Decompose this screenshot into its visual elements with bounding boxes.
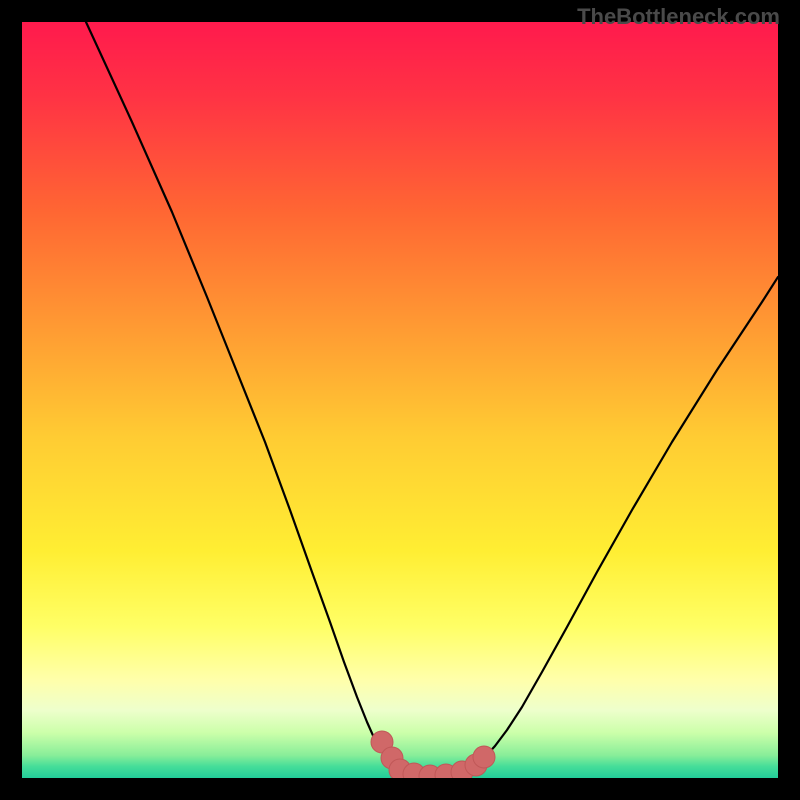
plot-area xyxy=(22,22,778,778)
plot-svg xyxy=(22,22,778,778)
curve-marker xyxy=(473,746,495,768)
chart-frame: TheBottleneck.com xyxy=(0,0,800,800)
watermark-label: TheBottleneck.com xyxy=(577,4,780,30)
gradient-background xyxy=(22,22,778,778)
